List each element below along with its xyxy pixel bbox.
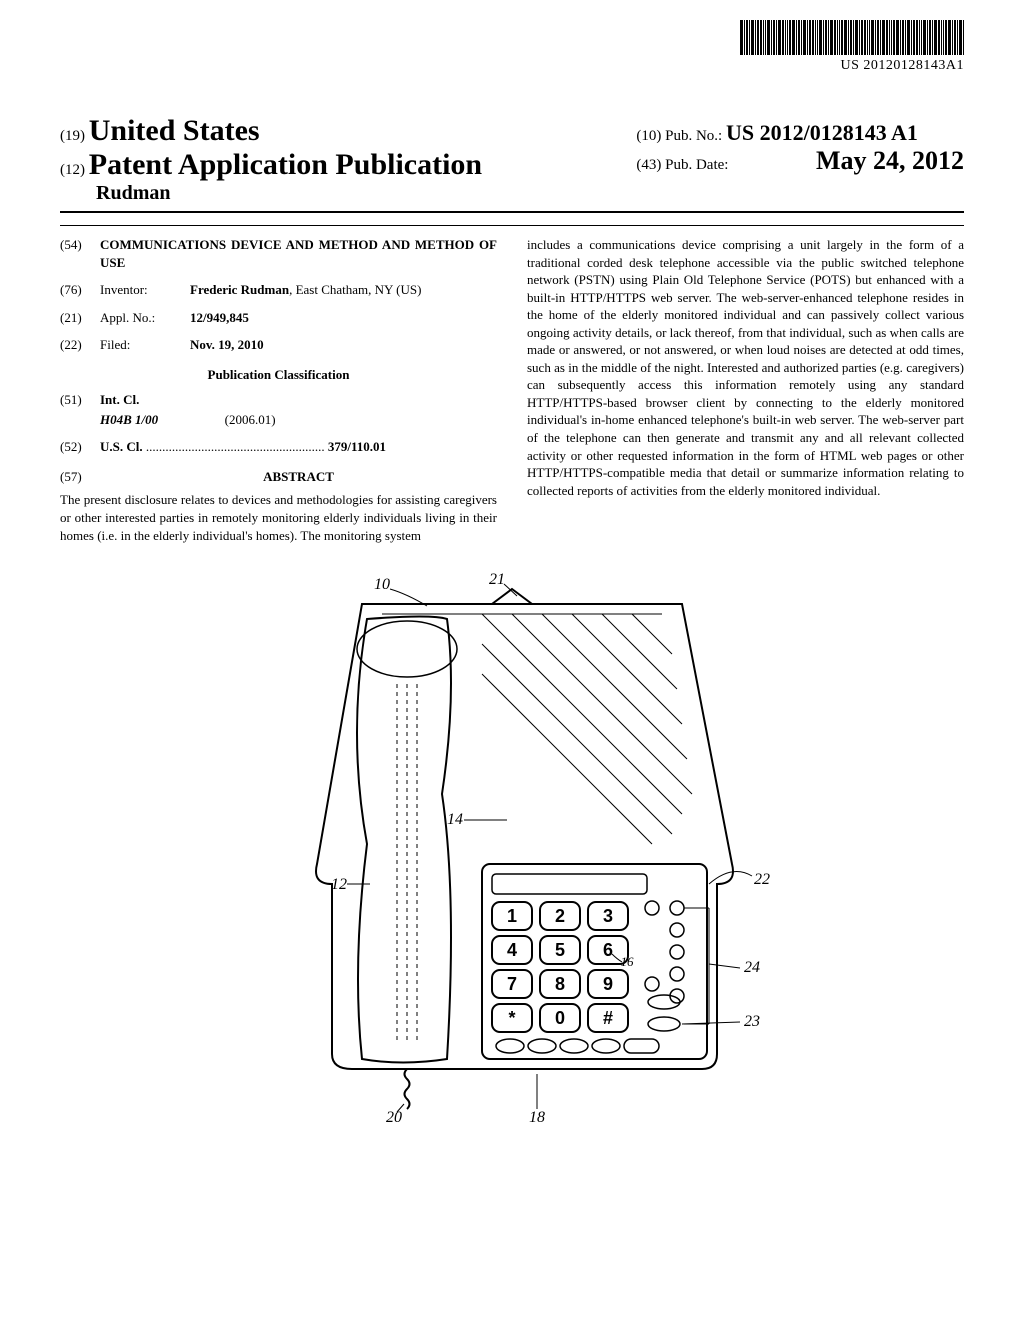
header-block: (19) United States (12) Patent Applicati… — [60, 82, 964, 213]
abstract-p1: The present disclosure relates to device… — [60, 491, 497, 544]
appl-label: Appl. No.: — [100, 309, 190, 327]
pub-date-prefix: (43) — [636, 157, 661, 173]
country-name: United States — [89, 114, 260, 147]
intcl-year: (2006.01) — [225, 412, 276, 427]
svg-text:2: 2 — [555, 906, 565, 926]
barcode-bars — [740, 20, 964, 55]
intcl-code: H04B 1/00 (2006.01) — [100, 411, 276, 429]
appl-row: (21) Appl. No.: 12/949,845 — [60, 309, 497, 327]
svg-text:7: 7 — [507, 974, 517, 994]
abstract-header-row: (57) ABSTRACT — [60, 468, 497, 486]
top-header: US 20120128143A1 — [60, 20, 964, 74]
uscl-row: (52) U.S. Cl. ..........................… — [60, 438, 497, 456]
inventor-value: Frederic Rudman, East Chatham, NY (US) — [190, 281, 497, 299]
inventor-name: Frederic Rudman — [190, 282, 289, 297]
doc-prefix: (12) — [60, 162, 85, 178]
right-column: includes a communications device compris… — [527, 236, 964, 544]
filed-row: (22) Filed: Nov. 19, 2010 — [60, 336, 497, 354]
barcode-block: US 20120128143A1 — [740, 20, 964, 74]
svg-text:23: 23 — [744, 1013, 760, 1030]
barcode-text: US 20120128143A1 — [840, 58, 964, 74]
content-columns: (54) COMMUNICATIONS DEVICE AND METHOD AN… — [60, 225, 964, 544]
intcl-code-val: H04B 1/00 — [100, 412, 158, 427]
abstract-num: (57) — [60, 468, 100, 486]
abstract-p2: includes a communications device compris… — [527, 236, 964, 499]
svg-text:24: 24 — [744, 959, 760, 976]
left-column: (54) COMMUNICATIONS DEVICE AND METHOD AN… — [60, 236, 497, 544]
svg-text:0: 0 — [555, 1008, 565, 1028]
svg-text:14: 14 — [447, 811, 463, 828]
patent-page: US 20120128143A1 (19) United States (12)… — [0, 0, 1024, 1164]
appl-num: (21) — [60, 309, 100, 327]
svg-text:4: 4 — [507, 940, 517, 960]
uscl-content: U.S. Cl. ...............................… — [100, 438, 497, 456]
intcl-label: Int. Cl. — [100, 391, 497, 409]
pub-date-label: Pub. Date: — [665, 157, 728, 173]
intcl-num: (51) — [60, 391, 100, 409]
country-prefix: (19) — [60, 128, 85, 144]
svg-text:20: 20 — [386, 1109, 402, 1124]
svg-text:1: 1 — [507, 906, 517, 926]
pub-no-prefix: (10) — [636, 128, 661, 144]
doc-type: Patent Application Publication — [89, 148, 482, 181]
title-num: (54) — [60, 236, 100, 271]
filed-label: Filed: — [100, 336, 190, 354]
svg-text:21: 21 — [489, 571, 505, 588]
header-right: (10) Pub. No.: US 2012/0128143 A1 (43) P… — [636, 82, 964, 176]
uscl-value: 379/110.01 — [328, 439, 386, 454]
pub-no: US 2012/0128143 A1 — [726, 120, 918, 145]
svg-text:10: 10 — [374, 576, 390, 593]
svg-text:8: 8 — [555, 974, 565, 994]
svg-text:3: 3 — [603, 906, 613, 926]
abstract-label: ABSTRACT — [100, 468, 497, 486]
svg-text:6: 6 — [603, 940, 613, 960]
inventor-loc: , East Chatham, NY (US) — [289, 282, 421, 297]
intcl-code-row: H04B 1/00 (2006.01) — [60, 411, 497, 429]
svg-text:18: 18 — [529, 1109, 545, 1124]
invention-title: COMMUNICATIONS DEVICE AND METHOD AND MET… — [100, 236, 497, 271]
svg-text:#: # — [603, 1008, 613, 1028]
svg-text:12: 12 — [331, 876, 347, 893]
intcl-row: (51) Int. Cl. — [60, 391, 497, 409]
author-name: Rudman — [96, 182, 170, 204]
inventor-row: (76) Inventor: Frederic Rudman, East Cha… — [60, 281, 497, 299]
uscl-num: (52) — [60, 438, 100, 456]
pub-no-label: Pub. No.: — [665, 128, 722, 144]
classification-heading: Publication Classification — [60, 366, 497, 384]
filed-num: (22) — [60, 336, 100, 354]
phone-figure: 1 2 3 4 5 6 7 8 9 * 0 # — [232, 564, 792, 1124]
svg-text:5: 5 — [555, 940, 565, 960]
header-left: (19) United States (12) Patent Applicati… — [60, 114, 482, 205]
inventor-label: Inventor: — [100, 281, 190, 299]
appl-value: 12/949,845 — [190, 309, 497, 327]
figure-area: 1 2 3 4 5 6 7 8 9 * 0 # — [60, 564, 964, 1124]
title-row: (54) COMMUNICATIONS DEVICE AND METHOD AN… — [60, 236, 497, 271]
svg-text:16: 16 — [621, 954, 635, 969]
filed-value: Nov. 19, 2010 — [190, 336, 497, 354]
uscl-label: U.S. Cl. — [100, 439, 143, 454]
pub-date: May 24, 2012 — [816, 146, 964, 175]
svg-text:*: * — [508, 1008, 515, 1028]
inventor-num: (76) — [60, 281, 100, 299]
uscl-dots: ........................................… — [143, 439, 328, 454]
svg-text:22: 22 — [754, 871, 770, 888]
svg-text:9: 9 — [603, 974, 613, 994]
